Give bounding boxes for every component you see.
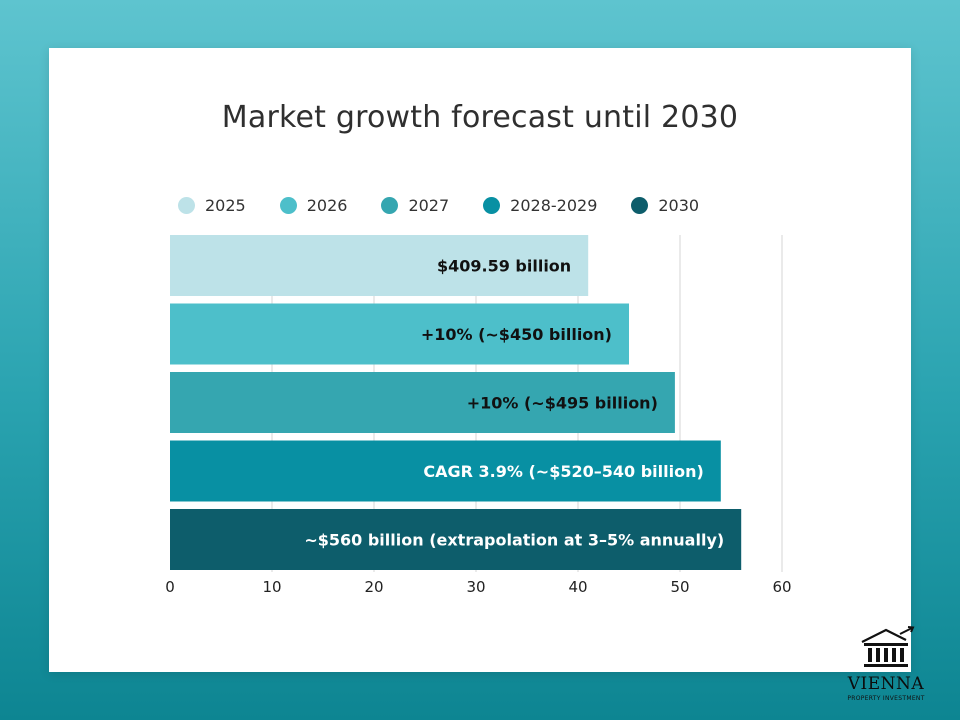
legend-swatch	[381, 196, 399, 214]
legend-item: 2026	[279, 195, 348, 215]
legend-swatch	[279, 196, 297, 214]
legend-swatch	[483, 196, 501, 214]
legend-item: 2025	[178, 196, 246, 215]
bar	[170, 235, 589, 296]
legend-label: 2030	[658, 195, 700, 215]
bar-data-label: $409.59 billion	[437, 257, 571, 276]
bar-data-label: ~$560 billion (extrapolation at 3–5% ann…	[304, 531, 724, 550]
legend-item: 2030	[631, 196, 699, 215]
x-tick-label: 40	[568, 578, 587, 596]
bar	[170, 440, 721, 502]
legend-label: 2028-2029	[510, 195, 598, 215]
bar-data-label: +10% (~$495 billion)	[467, 394, 658, 413]
x-tick-label: 0	[165, 578, 175, 596]
x-tick-label: 10	[262, 578, 281, 596]
legend-label: 2025	[205, 195, 246, 215]
legend-swatch	[178, 196, 195, 214]
logo-subtitle: PROPERTY INVESTMENT	[847, 695, 925, 702]
legend-label: 2026	[306, 195, 348, 215]
bar-data-label: +10% (~$450 billion)	[421, 325, 612, 344]
legend-swatch	[631, 196, 649, 214]
x-tick-label: 50	[670, 578, 689, 596]
legend-label: 2027	[408, 195, 450, 215]
company-logo: VIENNA PROPERTY INVESTMENT	[836, 626, 936, 706]
bar	[170, 303, 629, 365]
building-icon	[861, 626, 915, 667]
chart-title: Market growth forecast until 2030	[221, 100, 739, 135]
x-tick-label: 20	[364, 578, 383, 596]
legend-item: 2027	[381, 196, 449, 215]
bar-data-label: CAGR 3.9% (~$520–540 billion)	[423, 462, 703, 481]
legend-item: 2028-2029	[483, 196, 597, 215]
x-tick-label: 60	[772, 578, 791, 596]
legend: 2025 2026 2027 2028-2029 2030	[178, 194, 733, 216]
bar	[170, 509, 742, 570]
bar	[170, 372, 675, 433]
logo-name: VIENNA	[847, 674, 925, 694]
x-tick-label: 30	[466, 578, 485, 596]
